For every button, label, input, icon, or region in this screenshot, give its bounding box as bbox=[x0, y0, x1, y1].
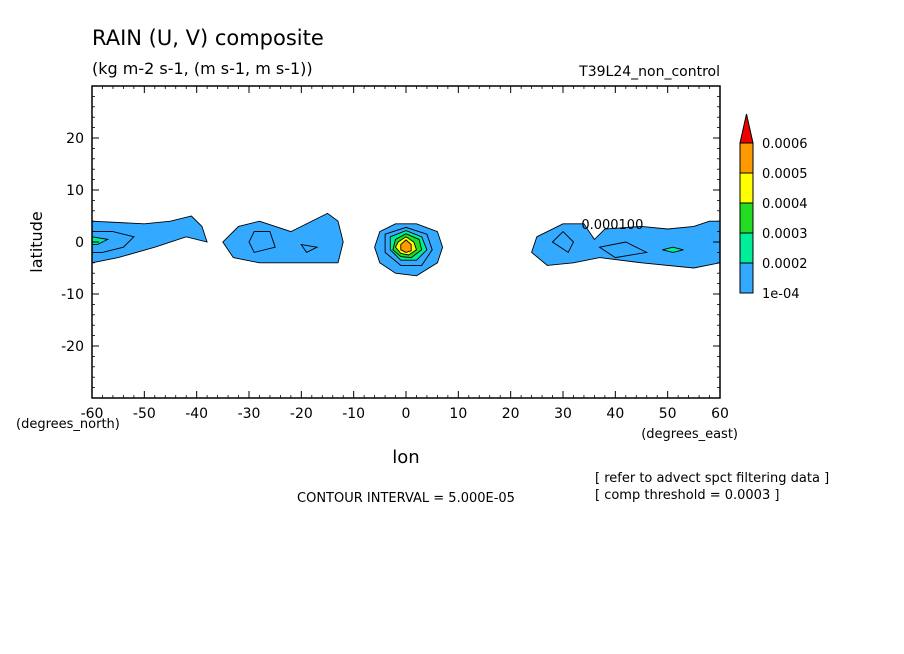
x-tick-label: 20 bbox=[502, 406, 520, 422]
x-tick-label: 40 bbox=[606, 406, 624, 422]
colorbar-label: 0.0006 bbox=[762, 137, 808, 152]
y-ticks: -20 -10 0 10 20 bbox=[61, 96, 720, 389]
x-tick-label: -60 bbox=[81, 406, 104, 422]
x-tick-label: 10 bbox=[449, 406, 467, 422]
contour-line-east-blob bbox=[531, 220, 721, 269]
note-threshold: [ comp threshold = 0.0003 ] bbox=[595, 488, 779, 503]
contour-label: 0.000100 bbox=[581, 218, 643, 233]
contour-lines bbox=[91, 212, 721, 277]
y-units: (degrees_north) bbox=[16, 417, 120, 432]
y-tick-label: 0 bbox=[75, 235, 84, 251]
x-tick-label: 60 bbox=[711, 406, 729, 422]
note-filtering: [ refer to advect spct filtering data ] bbox=[595, 471, 829, 486]
x-tick-label: -10 bbox=[342, 406, 365, 422]
contour-line-center-l4 bbox=[392, 233, 423, 259]
colorbar-swatch bbox=[739, 202, 754, 234]
contour-line-center-l5 bbox=[394, 236, 418, 256]
y-tick-label: -10 bbox=[61, 287, 84, 303]
contour-line-mid-inner-a bbox=[248, 231, 276, 253]
contour-interval: CONTOUR INTERVAL = 5.000E-05 bbox=[297, 491, 515, 506]
contour-fill-center-l6 bbox=[400, 239, 412, 253]
colorbar-overflow-triangle bbox=[739, 113, 754, 144]
contour-line-center-l6 bbox=[400, 239, 412, 253]
contour-fills bbox=[92, 213, 720, 276]
colorbar-label: 0.0005 bbox=[762, 167, 808, 182]
contour-fill-west-blob bbox=[92, 216, 208, 263]
y-axis-label: latitude bbox=[27, 211, 46, 272]
colorbar-swatch bbox=[739, 232, 754, 264]
x-tick-label: -20 bbox=[290, 406, 313, 422]
contour-line-west-blob bbox=[91, 215, 208, 264]
contour-line-center-l2 bbox=[384, 226, 433, 266]
colorbar-swatch bbox=[739, 262, 754, 294]
y-tick-label: -20 bbox=[61, 339, 84, 355]
run-label: T39L24_non_control bbox=[578, 64, 720, 80]
colorbar-label: 1e-04 bbox=[762, 287, 800, 302]
contour-fill-mid-blob bbox=[222, 213, 344, 263]
contour-line-east-inner-a bbox=[551, 230, 575, 254]
x-tick-label: 50 bbox=[659, 406, 677, 422]
x-tick-label: -40 bbox=[185, 406, 208, 422]
x-axis-label: lon bbox=[392, 447, 419, 468]
contour-line-center-blob bbox=[374, 223, 444, 277]
colorbar-swatch bbox=[739, 142, 754, 174]
x-tick-label: -30 bbox=[238, 406, 261, 422]
colorbar-label: 0.0004 bbox=[762, 197, 808, 212]
contour-fill-east-blob bbox=[531, 221, 720, 268]
y-tick-label: 10 bbox=[66, 183, 84, 199]
colorbar: 0.0006 0.0005 0.0004 0.0003 0.0002 1e-04 bbox=[739, 113, 808, 302]
x-tick-label: 30 bbox=[554, 406, 572, 422]
x-units: (degrees_east) bbox=[641, 427, 738, 442]
y-tick-label: 20 bbox=[66, 131, 84, 147]
x-tick-label: 0 bbox=[402, 406, 411, 422]
chart-title: RAIN (U, V) composite bbox=[92, 26, 324, 50]
chart-units: (kg m-2 s-1, (m s-1, m s-1)) bbox=[92, 59, 313, 78]
contour-line-east-inner-b bbox=[598, 241, 649, 259]
contour-line-east-inner-c bbox=[662, 246, 684, 253]
x-tick-label: -50 bbox=[133, 406, 156, 422]
x-ticks: -60 -50 -40 -30 -20 -10 0 10 20 30 40 50 60 bbox=[81, 86, 729, 422]
contour-line-mid-inner-b bbox=[300, 243, 319, 253]
contour-line-mid-blob bbox=[222, 212, 344, 264]
colorbar-label: 0.0003 bbox=[762, 227, 808, 242]
contour-line-center-l3 bbox=[389, 230, 428, 261]
colorbar-label: 0.0002 bbox=[762, 257, 808, 272]
colorbar-swatch bbox=[739, 172, 754, 204]
